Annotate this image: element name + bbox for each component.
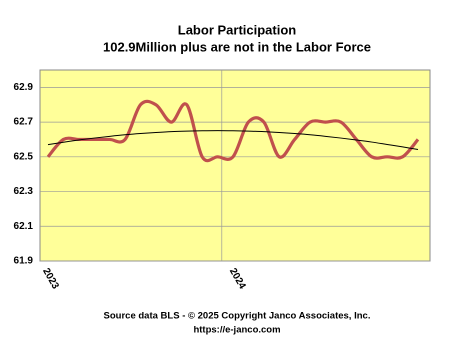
y-tick-label: 62.9: [14, 82, 34, 93]
chart-title: Labor Participation: [178, 22, 297, 37]
chart-subtitle: 102.9Million plus are not in the Labor F…: [103, 39, 371, 54]
trend-line: [47, 130, 419, 151]
y-tick-label: 62.7: [14, 117, 34, 128]
data-line: [46, 99, 420, 163]
footer-source: Source data BLS - © 2025 Copyright Janco…: [104, 311, 371, 322]
footer-url: https://e-janco.com: [193, 325, 280, 336]
x-tick-label: 2024: [227, 266, 248, 291]
plot-area: [39, 69, 431, 262]
y-tick-label: 62.5: [14, 151, 34, 162]
y-tick-label: 62.1: [14, 221, 34, 232]
x-tick-label: 2023: [40, 266, 61, 291]
y-tick-label: 61.9: [14, 256, 34, 267]
y-tick-label: 62.3: [14, 186, 34, 197]
